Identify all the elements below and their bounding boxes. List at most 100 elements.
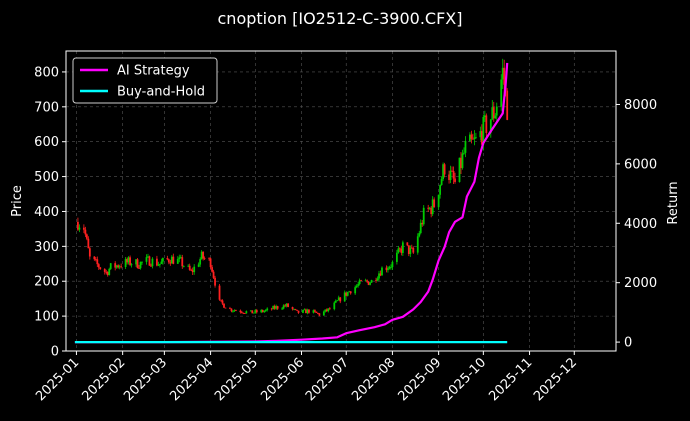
candle-body bbox=[400, 248, 403, 253]
left-y-axis-ticks: 0 100 200 300 400 500 600 700 800 bbox=[34, 65, 66, 360]
candle-body bbox=[266, 308, 269, 311]
candle-body bbox=[82, 227, 85, 230]
candle-body bbox=[115, 265, 118, 268]
candle-body bbox=[381, 267, 383, 276]
candle-body bbox=[220, 299, 222, 301]
candle-body bbox=[492, 107, 495, 119]
candle-body bbox=[187, 265, 190, 267]
candle-body bbox=[223, 303, 225, 308]
candle-body bbox=[251, 310, 254, 314]
candle-body bbox=[139, 261, 142, 269]
left-y-tick-label: 400 bbox=[34, 205, 59, 220]
candle-body bbox=[190, 269, 193, 271]
candle-body bbox=[443, 164, 446, 175]
candle-body bbox=[202, 251, 205, 259]
candle-body bbox=[233, 310, 236, 312]
candle-body bbox=[181, 257, 184, 267]
candle-body bbox=[406, 242, 409, 246]
candle-body bbox=[170, 256, 173, 264]
candle-body bbox=[242, 312, 245, 314]
candle-body bbox=[94, 259, 97, 261]
candle-body bbox=[479, 131, 482, 138]
candle-body bbox=[127, 257, 130, 263]
candle-body bbox=[349, 291, 352, 294]
candle-body bbox=[439, 185, 442, 195]
legend-label-ai-strategy: AI Strategy bbox=[117, 64, 190, 79]
candle-body bbox=[167, 259, 170, 263]
candle-body bbox=[407, 245, 410, 255]
candle-body bbox=[109, 263, 112, 269]
candle-body bbox=[302, 309, 304, 313]
candle-body bbox=[135, 259, 137, 265]
chart-title: cnoption [IO2512-C-3900.CFX] bbox=[218, 9, 463, 28]
candle-body bbox=[376, 278, 379, 281]
candle-body bbox=[421, 222, 424, 225]
candle-body bbox=[77, 221, 79, 230]
candle-body bbox=[263, 311, 266, 312]
candle-body bbox=[470, 134, 473, 139]
candle-body bbox=[375, 280, 377, 281]
candle-body bbox=[327, 308, 330, 312]
candle-body bbox=[136, 259, 139, 268]
candle-body bbox=[437, 194, 440, 208]
candle-body bbox=[245, 311, 248, 314]
candle-body bbox=[232, 310, 234, 312]
candle-body bbox=[491, 107, 494, 120]
candle-body bbox=[461, 153, 464, 168]
candle-body bbox=[291, 306, 294, 310]
left-y-tick-label: 100 bbox=[34, 310, 59, 325]
candle-body bbox=[473, 137, 476, 139]
candle-body bbox=[315, 311, 318, 313]
candle-body bbox=[108, 268, 111, 276]
candle-body bbox=[303, 309, 306, 311]
candle-body bbox=[78, 227, 81, 230]
candle-body bbox=[99, 267, 102, 269]
right-y-axis-ticks: 0 2000 4000 6000 8000 bbox=[616, 98, 657, 351]
candle-body bbox=[284, 305, 287, 307]
candle-body bbox=[449, 170, 452, 180]
candle-body bbox=[328, 308, 331, 310]
candle-body bbox=[129, 257, 131, 265]
candle-body bbox=[176, 259, 179, 264]
legend: AI Strategy Buy-and-Hold bbox=[72, 57, 218, 104]
candle-body bbox=[105, 271, 108, 273]
candle-body bbox=[480, 131, 483, 145]
left-y-tick-label: 700 bbox=[34, 100, 59, 115]
candle-body bbox=[401, 242, 404, 253]
candle-body bbox=[179, 257, 182, 258]
candle-body bbox=[345, 292, 348, 296]
candle-body bbox=[151, 258, 154, 267]
candle-body bbox=[296, 309, 298, 311]
candle-body bbox=[306, 309, 309, 314]
candle-body bbox=[416, 236, 419, 253]
left-y-axis-label: Price bbox=[10, 185, 25, 217]
candle-body bbox=[229, 308, 231, 310]
candle-body bbox=[130, 264, 133, 266]
candle-body bbox=[191, 270, 194, 273]
candle-body bbox=[448, 174, 450, 180]
left-y-tick-label: 300 bbox=[34, 240, 59, 255]
candle-body bbox=[485, 115, 488, 133]
candle-body bbox=[214, 277, 216, 286]
candle-body bbox=[97, 264, 100, 268]
candle-body bbox=[318, 313, 321, 316]
candle-body bbox=[483, 115, 486, 117]
candle-body bbox=[188, 265, 191, 270]
candle-body bbox=[96, 259, 99, 265]
candle-body bbox=[410, 247, 413, 249]
right-y-tick-label: 2000 bbox=[624, 276, 657, 291]
candle-body bbox=[293, 309, 295, 310]
candle-body bbox=[385, 267, 388, 271]
candle-body bbox=[369, 282, 371, 285]
candle-body bbox=[243, 313, 246, 314]
candle-body bbox=[178, 257, 181, 260]
candle-body bbox=[270, 308, 273, 310]
candle-body bbox=[157, 264, 160, 266]
candle-body bbox=[114, 263, 117, 268]
candle-body bbox=[316, 312, 319, 314]
candle-body bbox=[308, 309, 310, 313]
candle-body bbox=[370, 280, 373, 283]
candle-body bbox=[148, 256, 151, 266]
candle-body bbox=[230, 308, 233, 312]
candle-body bbox=[495, 106, 498, 116]
